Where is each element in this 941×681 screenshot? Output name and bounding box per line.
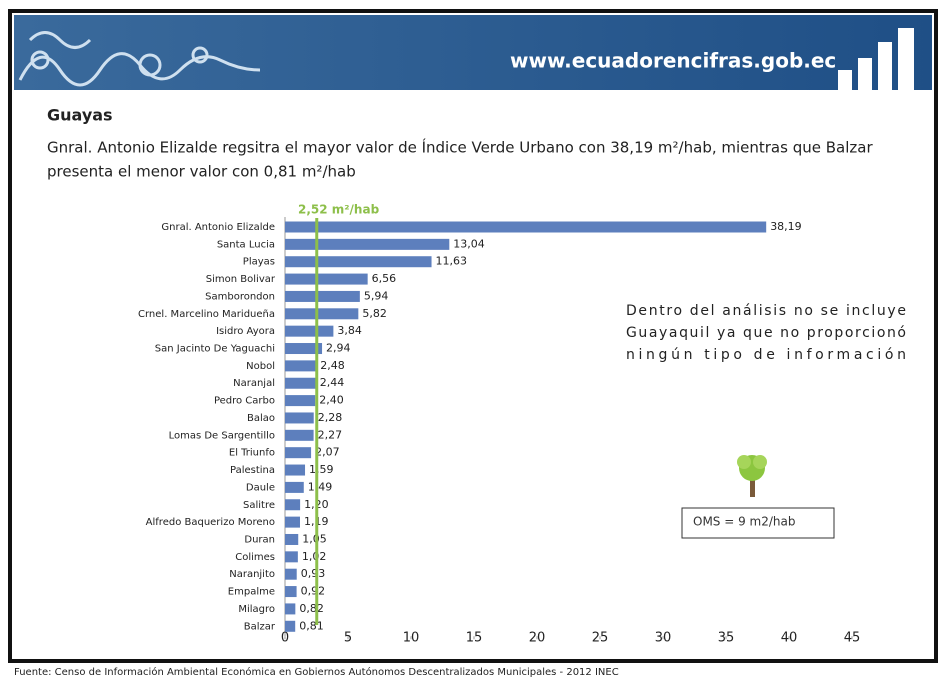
category-label: Balao (247, 413, 275, 424)
bar (285, 256, 432, 268)
category-label: Naranjito (229, 569, 275, 580)
value-label: 2,27 (318, 428, 343, 441)
value-label: 1,49 (308, 480, 333, 493)
value-label: 2,94 (326, 342, 351, 355)
value-label: 38,19 (770, 220, 802, 233)
category-label: Alfredo Baquerizo Moreno (146, 517, 275, 528)
bar (285, 377, 316, 389)
bar (285, 568, 297, 580)
annotation: ningún tipo de información (626, 347, 906, 363)
value-label: 5,82 (362, 307, 387, 320)
category-label: Empalme (228, 587, 275, 598)
category-label: Simon Bolivar (206, 274, 276, 285)
bar (285, 464, 306, 476)
tree-icon (737, 455, 767, 497)
category-label: El Triunfo (229, 448, 275, 459)
x-tick-label: 30 (655, 631, 672, 646)
bar (285, 238, 450, 250)
bar (285, 308, 359, 320)
value-label: 0,92 (301, 585, 326, 598)
category-label: San Jacinto De Yaguachi (155, 344, 275, 355)
category-label: Salitre (243, 500, 275, 511)
category-label: Lomas De Sargentillo (169, 430, 275, 441)
title: Guayas (47, 106, 113, 125)
annotation: Guayaquil ya que no proporcionó (626, 325, 906, 341)
bar (285, 412, 314, 424)
bar (285, 620, 296, 632)
value-label: 0,82 (299, 602, 324, 615)
note-text: OMS = 9 m2/hab (693, 515, 796, 529)
value-label: 0,93 (301, 567, 326, 580)
category-label: Gnral. Antonio Elizalde (161, 222, 275, 233)
value-label: 6,56 (372, 272, 397, 285)
x-tick-label: 15 (466, 631, 483, 646)
value-label: 2,40 (319, 394, 344, 407)
note-box (681, 507, 835, 539)
x-tick-label: 0 (281, 631, 289, 646)
bar (285, 516, 300, 528)
category-label: Daule (246, 482, 275, 493)
x-tick-label: 20 (529, 631, 546, 646)
value-label: 2,07 (315, 446, 340, 459)
bar (285, 360, 317, 372)
bar (285, 447, 312, 459)
bar (285, 481, 304, 493)
value-label: 2,44 (320, 376, 345, 389)
annotation: Dentro del análisis no se incluye (626, 303, 906, 319)
source: Fuente: Censo de Información Ambiental E… (14, 666, 619, 678)
site-url: www.ecuadorencifras.gob.ec (510, 49, 836, 73)
category-label: Palestina (230, 465, 275, 476)
header-ornament (18, 31, 261, 87)
x-tick-label: 5 (344, 631, 352, 646)
value-label: 11,63 (436, 255, 468, 268)
x-tick-label: 40 (781, 631, 798, 646)
x-tick-label: 25 (592, 631, 609, 646)
bar (285, 603, 296, 615)
category-label: Duran (244, 534, 275, 545)
category-label: Isidro Ayora (216, 326, 275, 337)
x-tick-label: 10 (403, 631, 420, 646)
header-bars (838, 28, 914, 90)
category-label: Milagro (238, 604, 275, 615)
value-label: 5,94 (364, 289, 389, 302)
bar (285, 325, 334, 337)
value-label: 0,81 (299, 619, 324, 632)
x-tick-label: 45 (844, 631, 861, 646)
bar (285, 586, 297, 598)
x-tick-label: 35 (718, 631, 735, 646)
bar (285, 551, 298, 563)
category-label: Playas (243, 257, 275, 268)
bar (285, 429, 314, 441)
category-label: Balzar (244, 621, 276, 632)
bar (285, 395, 316, 407)
category-label: Santa Lucia (217, 239, 275, 250)
bar (285, 533, 299, 545)
value-label: 3,84 (337, 324, 362, 337)
value-label: 2,48 (320, 359, 345, 372)
category-label: Nobol (246, 361, 275, 372)
value-label: 1,59 (309, 463, 334, 476)
category-label: Samborondon (205, 291, 275, 302)
bar (285, 343, 323, 355)
value-label: 1,05 (302, 532, 327, 545)
frame (8, 9, 938, 663)
subtitle: Gnral. Antonio Elizalde regsitra el mayo… (47, 138, 873, 157)
category-label: Pedro Carbo (214, 396, 275, 407)
category-label: Naranjal (233, 378, 275, 389)
category-label: Colimes (235, 552, 275, 563)
bar (285, 499, 301, 511)
value-label: 13,04 (453, 237, 485, 250)
bar (285, 290, 360, 302)
bar (285, 273, 368, 285)
value-label: 1,02 (302, 550, 327, 563)
value-label: 2,28 (318, 411, 343, 424)
bar (285, 221, 767, 233)
subtitle: presenta el menor valor con 0,81 m²/hab (47, 163, 356, 181)
category-label: Crnel. Marcelino Maridueña (138, 309, 275, 320)
reference-label: 2,52 m²/hab (298, 203, 380, 217)
